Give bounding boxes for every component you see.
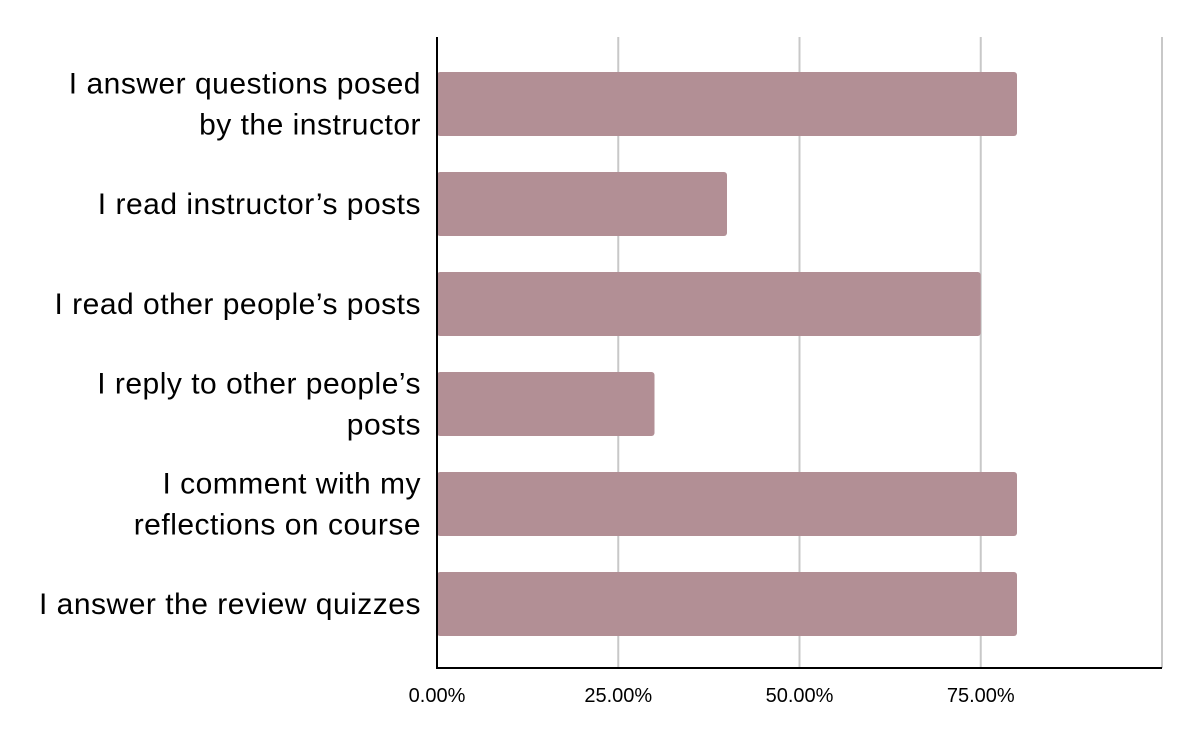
y-tick-label: I read other people’s posts bbox=[54, 288, 421, 321]
y-tick-label: I reply to other people’s posts bbox=[97, 368, 421, 442]
y-tick-label: I answer questions posed by the instructo… bbox=[69, 68, 421, 142]
bar bbox=[437, 72, 1017, 136]
bar bbox=[437, 372, 655, 436]
bar bbox=[437, 272, 981, 336]
x-tick-label: 25.00% bbox=[584, 685, 652, 707]
bar bbox=[437, 172, 727, 236]
x-tick-label: 0.00% bbox=[409, 685, 466, 707]
y-tick-label: I read instructor’s posts bbox=[98, 188, 421, 221]
bar bbox=[437, 472, 1017, 536]
bar bbox=[437, 572, 1017, 636]
x-tick-label: 75.00% bbox=[947, 685, 1015, 707]
y-tick-label: I comment with my reflections on course bbox=[134, 468, 421, 542]
y-tick-label: I answer the review quizzes bbox=[39, 588, 421, 621]
x-tick-label: 50.00% bbox=[766, 685, 834, 707]
